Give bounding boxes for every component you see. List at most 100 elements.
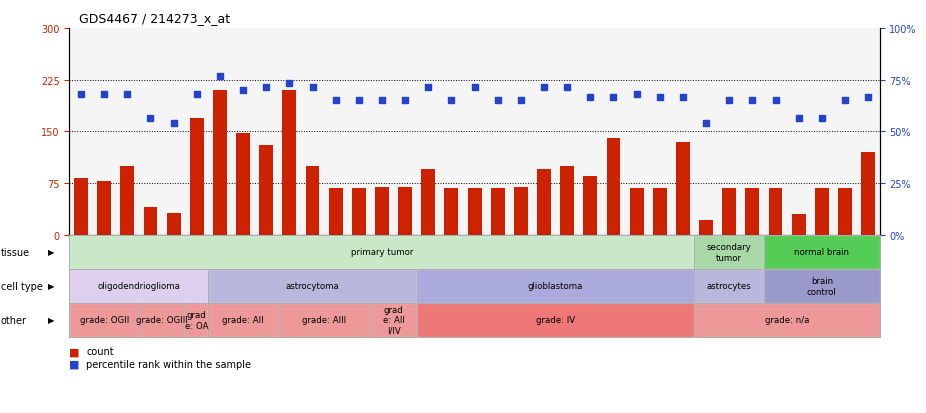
Bar xyxy=(259,146,273,235)
Bar xyxy=(97,182,111,235)
Point xyxy=(860,95,875,101)
Point xyxy=(167,120,181,126)
Point xyxy=(467,84,482,91)
Text: tissue: tissue xyxy=(1,247,30,257)
Text: ▶: ▶ xyxy=(48,282,55,291)
Point xyxy=(374,98,389,104)
Text: glioblastoma: glioblastoma xyxy=(528,282,583,291)
Bar xyxy=(583,177,597,235)
Bar xyxy=(282,91,296,235)
Text: count: count xyxy=(86,347,114,356)
Point xyxy=(629,91,644,97)
Bar xyxy=(69,235,695,269)
Bar xyxy=(699,220,713,235)
Bar xyxy=(208,269,417,303)
Bar xyxy=(278,303,370,337)
Bar xyxy=(190,119,204,235)
Text: ■: ■ xyxy=(69,359,80,369)
Point xyxy=(768,98,782,104)
Text: grade: IV: grade: IV xyxy=(536,316,575,325)
Bar xyxy=(213,91,227,235)
Point xyxy=(352,98,367,104)
Text: primary tumor: primary tumor xyxy=(351,248,413,257)
Bar xyxy=(468,189,482,235)
Bar xyxy=(69,235,695,269)
Bar xyxy=(694,303,880,337)
Bar xyxy=(208,303,278,337)
Text: grade: AIII: grade: AIII xyxy=(302,316,346,325)
Point xyxy=(559,84,574,91)
Text: normal brain: normal brain xyxy=(795,248,849,257)
Bar xyxy=(694,269,764,303)
Bar xyxy=(417,269,694,303)
Point xyxy=(606,95,620,101)
Point xyxy=(258,84,274,91)
Text: secondary
tumor: secondary tumor xyxy=(707,243,752,262)
Bar xyxy=(69,269,208,303)
Bar xyxy=(537,170,551,235)
Text: grade: AII: grade: AII xyxy=(222,316,264,325)
Point xyxy=(491,98,506,104)
Text: GDS4467 / 214273_x_at: GDS4467 / 214273_x_at xyxy=(79,12,230,25)
Bar xyxy=(69,303,139,337)
Point xyxy=(721,98,736,104)
Bar xyxy=(167,214,181,235)
Text: brain
control: brain control xyxy=(807,277,837,296)
Bar xyxy=(352,189,366,235)
Bar xyxy=(764,235,880,269)
Point xyxy=(583,95,598,101)
Bar xyxy=(722,189,736,235)
Bar xyxy=(421,170,435,235)
Point xyxy=(74,91,89,97)
Bar xyxy=(764,269,880,303)
Point xyxy=(328,98,343,104)
Point xyxy=(536,84,551,91)
Bar xyxy=(74,179,88,235)
Bar xyxy=(185,303,208,337)
Text: grade: n/a: grade: n/a xyxy=(765,316,809,325)
Bar xyxy=(208,269,417,303)
Bar xyxy=(139,303,185,337)
Bar xyxy=(370,303,417,337)
Point xyxy=(513,98,528,104)
Bar xyxy=(607,139,620,235)
Point xyxy=(306,84,320,91)
Bar xyxy=(694,269,764,303)
Bar xyxy=(185,303,208,337)
Bar xyxy=(514,187,528,235)
Point xyxy=(745,98,759,104)
Bar xyxy=(764,269,880,303)
Point xyxy=(397,98,412,104)
Bar xyxy=(120,166,134,235)
Bar xyxy=(278,303,370,337)
Text: astrocytoma: astrocytoma xyxy=(285,282,340,291)
Bar xyxy=(417,303,694,337)
Bar xyxy=(236,133,250,235)
Bar xyxy=(694,235,764,269)
Bar xyxy=(815,189,829,235)
Point xyxy=(282,81,296,87)
Bar xyxy=(375,187,389,235)
Point xyxy=(675,95,690,101)
Point xyxy=(791,115,806,122)
Bar xyxy=(306,166,319,235)
Point xyxy=(144,115,158,122)
Text: grad
e: OA: grad e: OA xyxy=(185,311,208,330)
Bar xyxy=(69,303,139,337)
Point xyxy=(837,98,852,104)
Bar xyxy=(491,189,505,235)
Bar xyxy=(208,303,278,337)
Bar xyxy=(861,153,875,235)
Bar xyxy=(694,235,764,269)
Bar xyxy=(417,303,694,337)
Point xyxy=(652,95,667,101)
Bar xyxy=(417,269,694,303)
Text: ▶: ▶ xyxy=(48,248,55,257)
Bar xyxy=(653,189,667,235)
Text: ▶: ▶ xyxy=(48,316,55,325)
Bar xyxy=(329,189,343,235)
Point xyxy=(120,91,135,97)
Point xyxy=(97,91,112,97)
Text: oligodendrioglioma: oligodendrioglioma xyxy=(97,282,181,291)
Bar xyxy=(694,303,880,337)
